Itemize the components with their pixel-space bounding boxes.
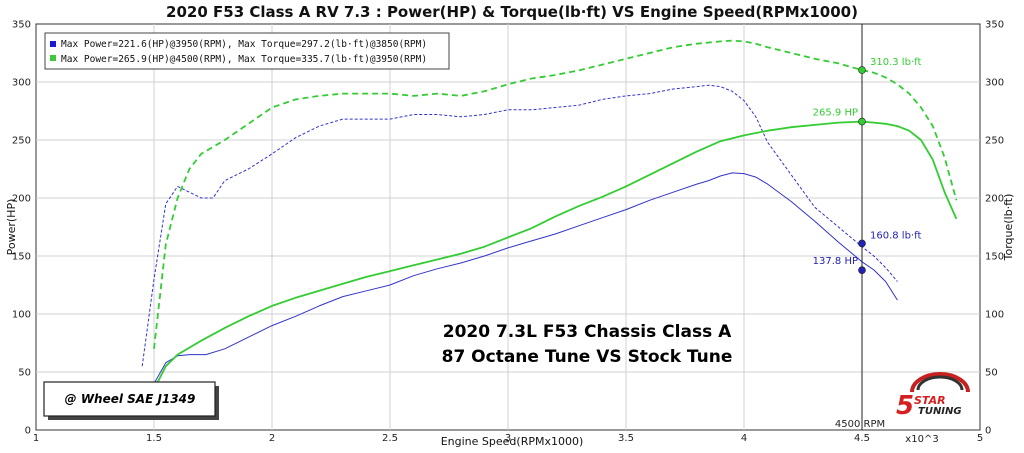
logo-tuning: TUNING (918, 406, 962, 417)
y-tick-label-right: 100 (985, 310, 1004, 321)
legend-entry-1: Max Power=221.6(HP)@3950(RPM), Max Torqu… (61, 39, 427, 50)
value-point-4 (858, 266, 866, 274)
y-tick-label-left: 250 (12, 136, 31, 147)
y-axis-label-left: Power(HP) (5, 199, 18, 256)
y-tick-label-right: 50 (985, 368, 998, 379)
x-tick-label: 2.5 (382, 433, 398, 444)
y-tick-label-right: 300 (985, 78, 1004, 89)
y-tick-label-left: 0 (25, 426, 31, 437)
y-tick-label-right: 0 (985, 426, 991, 437)
series-line-2-torque (141, 84, 898, 367)
y-tick-label-right: 350 (985, 20, 1004, 31)
y-tick-label-left: 50 (18, 368, 31, 379)
logo-star: STAR (914, 394, 946, 407)
x-tick-label: 1 (33, 433, 39, 444)
y-axis-label-right: Torque(lb·ft) (1002, 194, 1015, 262)
value-label-3: 160.8 lb·ft (870, 230, 921, 241)
y-tick-label-left: 350 (12, 20, 31, 31)
logo-number: 5 (896, 391, 914, 421)
x-tick-label: 4 (741, 433, 747, 444)
value-point-1 (858, 66, 866, 74)
legend-swatch-2 (50, 55, 56, 61)
chart-title: 2020 F53 Class A RV 7.3 : Power(HP) & To… (166, 3, 858, 21)
marker-label: 4500 RPM (835, 419, 885, 430)
series-line-1-power (153, 172, 898, 384)
badge-text: @ Wheel SAE J1349 (65, 392, 196, 406)
legend: Max Power=221.6(HP)@3950(RPM), Max Torqu… (44, 32, 450, 70)
y-tick-label-right: 150 (985, 252, 1004, 263)
annotation-line-2: 87 Octane Tune VS Stock Tune (442, 347, 733, 367)
y-tick-label-right: 200 (985, 194, 1004, 205)
x-tick-label: 2 (269, 433, 275, 444)
value-label-4: 137.8 HP (813, 256, 858, 267)
value-label-1: 310.3 lb·ft (870, 57, 921, 68)
x-tick-label: 5 (977, 433, 983, 444)
series-line-4-torque (153, 39, 958, 349)
x-axis-label: Engine Speed(RPMx1000) (441, 435, 584, 448)
y-tick-label-right: 250 (985, 136, 1004, 147)
y-tick-label-left: 300 (12, 78, 31, 89)
value-point-3 (858, 239, 866, 248)
annotation-line-1: 2020 7.3L F53 Chassis Class A (443, 322, 732, 342)
legend-entry-2: Max Power=265.9(HP)@4500(RPM), Max Torqu… (61, 54, 427, 65)
y-tick-label-left: 150 (12, 252, 31, 263)
legend-swatch-1 (50, 41, 56, 47)
x-tick-label: 3.5 (618, 433, 634, 444)
rpm-marker: 4500 RPM (835, 24, 885, 430)
x-exponent-label: x10^3 (905, 434, 938, 445)
legend-box (44, 32, 450, 70)
series-line-3-power (153, 120, 958, 390)
data-points: 310.3 lb·ft 265.9 HP 160.8 lb·ft 137.8 HP (813, 57, 921, 274)
badge: @ Wheel SAE J1349 (43, 381, 219, 420)
value-point-2 (858, 117, 866, 126)
x-tick-label: 3 (505, 433, 511, 444)
y-tick-label-left: 100 (12, 310, 31, 321)
series-group (141, 39, 958, 390)
value-label-2: 265.9 HP (813, 108, 858, 119)
brand-logo: 5 STAR TUNING (896, 372, 970, 421)
x-tick-label: 4.5 (854, 433, 870, 444)
x-tick-label: 1.5 (146, 433, 162, 444)
y-tick-label-left: 200 (12, 194, 31, 205)
